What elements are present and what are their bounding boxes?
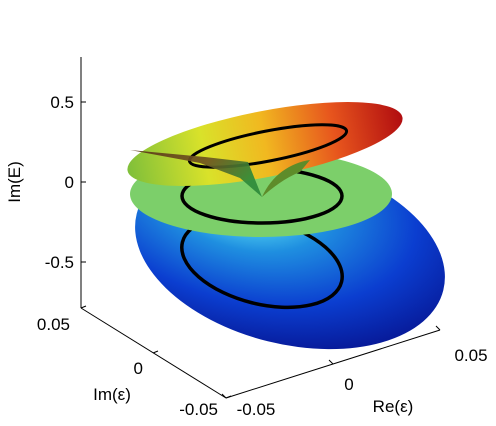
upper-loop xyxy=(187,123,349,169)
x-tick-label: 0.05 xyxy=(454,346,487,365)
y-axis-label: Im(ε) xyxy=(93,385,131,404)
branch-cut-flap xyxy=(130,150,262,197)
x-tick-label: -0.05 xyxy=(237,400,276,419)
x-axis-label: Re(ε) xyxy=(373,397,414,416)
x-tick-label: 0 xyxy=(344,375,353,394)
y-ticks xyxy=(80,305,232,399)
y-tick-label: 0 xyxy=(134,359,143,378)
upper-surface xyxy=(127,102,403,197)
z-tick-label: -0.5 xyxy=(45,253,74,272)
z-ticks xyxy=(81,101,86,263)
y-tick-label: -0.05 xyxy=(179,400,218,419)
z-tick-label: 0 xyxy=(65,173,74,192)
x-ticks xyxy=(221,325,441,399)
z-tick-label: 0.5 xyxy=(50,93,74,112)
branch-cut-edge xyxy=(262,160,310,197)
y-tick-label: 0.05 xyxy=(37,315,70,334)
z-axis-label: Im(E) xyxy=(5,161,24,203)
